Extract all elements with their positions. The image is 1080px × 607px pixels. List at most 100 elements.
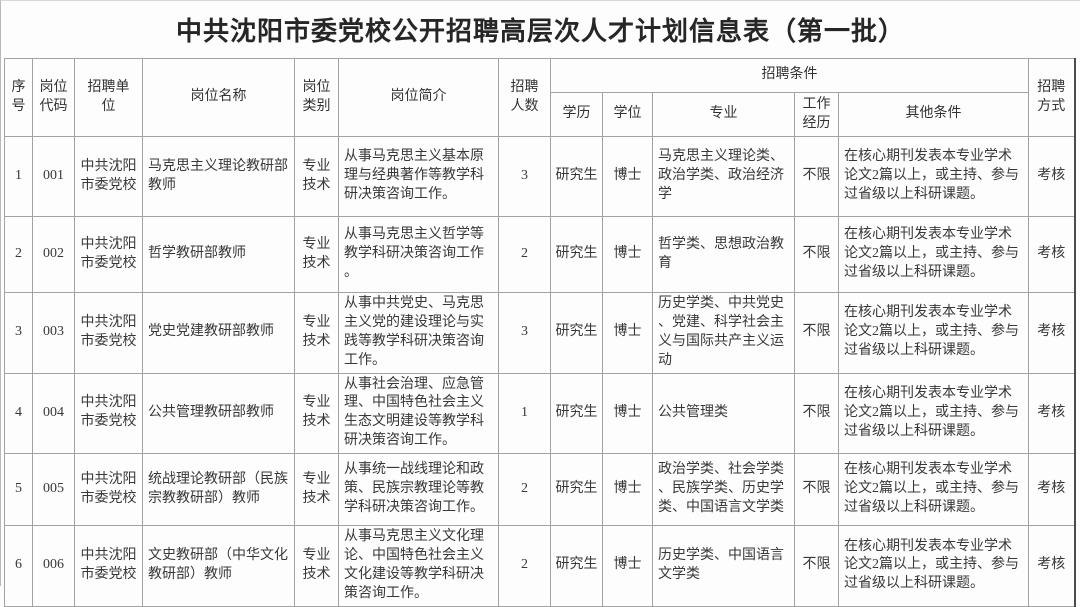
cell-degree: 博士: [602, 216, 653, 293]
cell-code: 005: [32, 453, 75, 527]
cell-position: 马克思主义理论教研部教师: [142, 136, 295, 217]
cell-count: 3: [498, 136, 551, 217]
cell-experience: 不限: [794, 453, 839, 527]
cell-serial: 3: [4, 292, 33, 374]
cell-category: 专业技术: [294, 216, 339, 293]
cell-count: 2: [498, 453, 551, 527]
table-row: 3 003 中共沈阳市委党校 党史党建教研部教师 专业技术 从事中共党史、马克思…: [4, 292, 1076, 374]
page-title: 中共沈阳市委党校公开招聘高层次人才计划信息表（第一批）: [175, 17, 905, 46]
table-row: 5 005 中共沈阳市委党校 统战理论教研部（民族宗教教研部）教师 专业技术 从…: [4, 453, 1076, 527]
cell-serial: 6: [4, 525, 33, 607]
cell-category: 专业技术: [294, 525, 339, 607]
cell-method: 考核: [1028, 453, 1076, 527]
cell-method: 考核: [1028, 372, 1076, 455]
cell-serial: 5: [4, 453, 33, 527]
cell-major: 历史学类、中共党史、党建、科学社会主义与国际共产主义运动: [652, 292, 795, 374]
cell-position: 党史党建教研部教师: [142, 292, 295, 374]
cell-experience: 不限: [794, 292, 839, 374]
header-description: 岗位简介: [338, 58, 499, 137]
cell-category: 专业技术: [294, 136, 339, 217]
header-category: 岗位类别: [294, 58, 339, 137]
cell-description: 从事马克思主义哲学等教学科研决策咨询工作。: [338, 216, 499, 293]
cell-position: 统战理论教研部（民族宗教教研部）教师: [142, 453, 295, 527]
cell-experience: 不限: [794, 216, 839, 293]
cell-count: 1: [498, 372, 551, 455]
cell-other: 在核心期刊发表本专业学术论文2篇以上，或主持、参与过省级以上科研课题。: [837, 525, 1030, 607]
cell-code: 006: [32, 525, 75, 607]
cell-unit: 中共沈阳市委党校: [74, 292, 143, 374]
cell-serial: 2: [4, 216, 33, 293]
cell-category: 专业技术: [294, 453, 339, 527]
cell-code: 002: [32, 216, 75, 293]
cell-degree: 博士: [602, 525, 653, 607]
cell-description: 从事马克思主义基本原理与经典著作等教学科研决策咨询工作。: [338, 136, 499, 217]
cell-major: 政治学类、社会学类、民族学类、历史学类、中国语言文学类: [652, 453, 795, 527]
cell-other: 在核心期刊发表本专业学术论文2篇以上，或主持、参与过省级以上科研课题。: [837, 453, 1030, 527]
header-count: 招聘人数: [498, 58, 551, 137]
cell-other: 在核心期刊发表本专业学术论文2篇以上，或主持、参与过省级以上科研课题。: [837, 372, 1030, 455]
header-code: 岗位代码: [32, 58, 75, 137]
cell-description: 从事统一战线理论和政策、民族宗教理论等教学科研决策咨询工作。: [338, 453, 499, 527]
cell-unit: 中共沈阳市委党校: [74, 525, 143, 607]
cell-degree: 博士: [602, 292, 653, 374]
cell-experience: 不限: [794, 136, 839, 217]
cell-experience: 不限: [794, 525, 839, 607]
table-row: 6 006 中共沈阳市委党校 文史教研部（中华文化教研部）教师 专业技术 从事马…: [4, 525, 1076, 607]
cell-other: 在核心期刊发表本专业学术论文2篇以上，或主持、参与过省级以上科研课题。: [837, 292, 1030, 374]
cell-method: 考核: [1028, 292, 1076, 374]
table-row: 4 004 中共沈阳市委党校 公共管理教研部教师 专业技术 从事社会治理、应急管…: [4, 372, 1076, 455]
cell-code: 001: [32, 136, 75, 217]
cell-count: 2: [498, 525, 551, 607]
cell-description: 从事中共党史、马克思主义党的建设理论与实践等教学科研决策咨询工作。: [338, 292, 499, 374]
cell-count: 3: [498, 292, 551, 374]
cell-education: 研究生: [550, 292, 603, 374]
cell-method: 考核: [1028, 216, 1076, 293]
cell-degree: 博士: [602, 453, 653, 527]
cell-experience: 不限: [794, 372, 839, 455]
cell-education: 研究生: [550, 136, 603, 217]
cell-category: 专业技术: [294, 372, 339, 455]
cell-code: 003: [32, 292, 75, 374]
cell-code: 004: [32, 372, 75, 455]
cell-other: 在核心期刊发表本专业学术论文2篇以上，或主持、参与过省级以上科研课题。: [837, 136, 1030, 217]
header-education: 学历: [550, 92, 603, 137]
cell-method: 考核: [1028, 136, 1076, 217]
cell-education: 研究生: [550, 453, 603, 527]
cell-serial: 4: [4, 372, 33, 455]
cell-education: 研究生: [550, 525, 603, 607]
header-major: 专业: [652, 92, 795, 137]
cell-method: 考核: [1028, 525, 1076, 607]
cell-position: 文史教研部（中华文化教研部）教师: [142, 525, 295, 607]
cell-description: 从事马克思主义文化理论、中国特色社会主义文化建设等教学科研决策咨询工作。: [338, 525, 499, 607]
cell-unit: 中共沈阳市委党校: [74, 136, 143, 217]
cell-unit: 中共沈阳市委党校: [74, 453, 143, 527]
cell-major: 马克思主义理论类、政治学类、政治经济学: [652, 136, 795, 217]
cell-major: 哲学类、思想政治教育: [652, 216, 795, 293]
cell-count: 2: [498, 216, 551, 293]
cell-degree: 博士: [602, 136, 653, 217]
header-degree: 学位: [602, 92, 653, 137]
header-serial: 序号: [4, 58, 33, 137]
cell-position: 公共管理教研部教师: [142, 372, 295, 455]
header-conditions: 招聘条件: [549, 58, 1030, 93]
table-row: 2 002 中共沈阳市委党校 哲学教研部教师 专业技术 从事马克思主义哲学等教学…: [4, 216, 1076, 293]
header-unit: 招聘单位: [74, 58, 143, 137]
header-position: 岗位名称: [142, 58, 295, 137]
cell-education: 研究生: [550, 372, 603, 455]
table-row: 1 001 中共沈阳市委党校 马克思主义理论教研部教师 专业技术 从事马克思主义…: [4, 136, 1076, 217]
cell-position: 哲学教研部教师: [142, 216, 295, 293]
header-other: 其他条件: [837, 92, 1030, 137]
cell-unit: 中共沈阳市委党校: [74, 372, 143, 455]
cell-other: 在核心期刊发表本专业学术论文2篇以上，或主持、参与过省级以上科研课题。: [837, 216, 1030, 293]
cell-unit: 中共沈阳市委党校: [74, 216, 143, 293]
cell-description: 从事社会治理、应急管理、中国特色社会主义生态文明建设等教学科研决策咨询工作。: [338, 372, 499, 455]
cell-major: 公共管理类: [652, 372, 795, 455]
cell-category: 专业技术: [294, 292, 339, 374]
cell-major: 历史学类、中国语言文学类: [652, 525, 795, 607]
header-experience: 工作经历: [794, 92, 839, 137]
cell-education: 研究生: [550, 216, 603, 293]
header-method: 招聘方式: [1028, 58, 1076, 137]
cell-degree: 博士: [602, 372, 653, 455]
cell-serial: 1: [4, 136, 33, 217]
